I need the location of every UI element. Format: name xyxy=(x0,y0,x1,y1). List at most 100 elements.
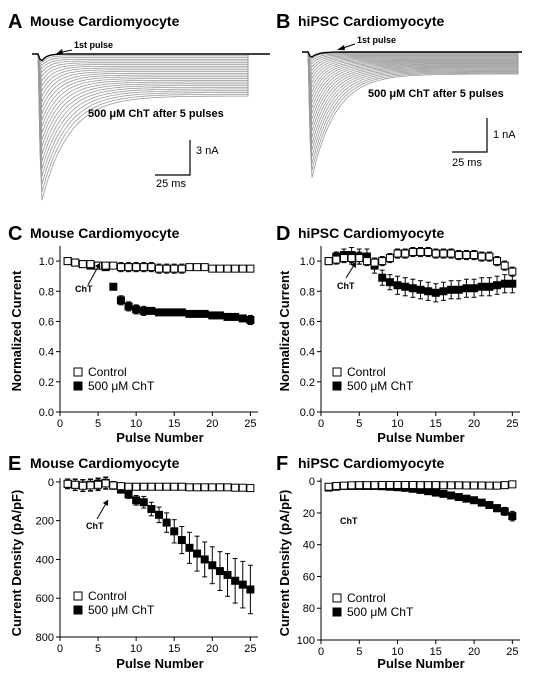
data-point xyxy=(454,251,463,260)
data-point xyxy=(215,311,224,320)
data-point xyxy=(485,282,494,291)
data-point xyxy=(339,481,348,490)
data-point xyxy=(162,264,171,273)
data-point xyxy=(170,264,179,273)
data-point xyxy=(116,482,125,491)
data-point xyxy=(447,285,456,294)
x-tick-label: 15 xyxy=(430,646,442,658)
data-point xyxy=(416,285,425,294)
panel-b: B hiPSC Cardiomyocyte 1st pulse 500 μM C… xyxy=(276,11,522,178)
scale-bar xyxy=(452,118,488,153)
data-point xyxy=(177,536,186,545)
current-trace xyxy=(32,53,270,193)
current-trace xyxy=(32,53,270,185)
y-tick-label: 40 xyxy=(303,540,315,552)
panel-letter: E xyxy=(8,453,21,475)
data-point xyxy=(508,512,517,521)
data-point xyxy=(116,263,125,272)
data-point xyxy=(324,482,333,491)
current-trace xyxy=(32,53,270,133)
panel-title: Mouse Cardiomyocyte xyxy=(30,455,180,471)
data-point xyxy=(208,311,217,320)
y-tick-label: 0.6 xyxy=(39,316,54,328)
y-tick-label: 600 xyxy=(36,593,54,605)
data-point xyxy=(155,482,163,491)
y-tick-label: 1.0 xyxy=(39,256,54,268)
data-point xyxy=(485,481,494,490)
legend-label: 500 μM ChT xyxy=(347,605,414,619)
data-point xyxy=(355,481,364,490)
data-point xyxy=(124,490,133,499)
data-point xyxy=(439,249,448,258)
y-tick-label: 100 xyxy=(297,635,315,647)
current-trace xyxy=(32,53,270,109)
panel-letter: C xyxy=(8,223,22,245)
data-point xyxy=(393,281,402,290)
data-point xyxy=(139,306,148,315)
data-point xyxy=(493,504,502,513)
data-point xyxy=(470,251,479,260)
data-point xyxy=(101,479,110,488)
legend-marker xyxy=(332,593,342,603)
x-axis-label: Pulse Number xyxy=(377,430,464,445)
data-point xyxy=(185,543,194,552)
current-trace xyxy=(32,53,270,140)
data-point xyxy=(416,481,425,490)
current-trace xyxy=(32,53,270,92)
legend-label: Control xyxy=(88,365,127,379)
data-point xyxy=(177,264,186,273)
current-trace xyxy=(32,53,270,169)
data-point xyxy=(231,483,240,492)
x-tick-label: 0 xyxy=(318,646,324,658)
current-trace xyxy=(302,51,522,75)
data-point xyxy=(332,255,341,264)
legend-marker xyxy=(332,607,342,617)
data-point xyxy=(132,496,141,505)
current-trace xyxy=(302,51,522,171)
data-point xyxy=(324,257,333,266)
current-trace xyxy=(302,51,522,151)
current-trace xyxy=(32,53,270,78)
x-tick-label: 0 xyxy=(318,418,324,430)
data-point xyxy=(370,481,379,490)
x-tick-label: 10 xyxy=(391,418,403,430)
data-point xyxy=(431,249,440,258)
panel-c: C Mouse Cardiomyocyte Normalized Current… xyxy=(8,223,258,445)
data-point xyxy=(500,279,509,288)
data-point xyxy=(385,278,394,287)
data-point xyxy=(477,481,486,490)
y-tick-label: 0.6 xyxy=(300,316,315,328)
current-trace xyxy=(302,51,522,94)
current-trace xyxy=(302,51,522,144)
x-tick-label: 20 xyxy=(206,418,218,430)
data-point xyxy=(193,263,202,272)
data-point xyxy=(215,483,224,492)
current-trace xyxy=(302,51,522,80)
panel-title: hiPSC Cardiomyocyte xyxy=(298,13,444,29)
data-point xyxy=(393,480,402,489)
data-point xyxy=(147,306,156,315)
data-point xyxy=(462,481,471,490)
scale-bar xyxy=(155,140,191,176)
y-axis-label: Current Density (pA/pF) xyxy=(9,490,24,637)
data-point xyxy=(231,264,240,273)
data-point xyxy=(200,555,209,564)
y-tick-label: 60 xyxy=(303,571,315,583)
x-tick-label: 0 xyxy=(57,418,63,430)
data-point xyxy=(147,482,156,491)
data-point xyxy=(238,264,247,273)
data-point xyxy=(177,482,186,491)
panel-a: A Mouse Cardiomyocyte 1st pulse 500 μM C… xyxy=(8,11,270,201)
data-point xyxy=(431,488,440,497)
data-point xyxy=(132,305,141,314)
data-point xyxy=(86,481,95,490)
data-point xyxy=(208,483,217,492)
data-point xyxy=(470,481,479,490)
y-tick-label: 80 xyxy=(303,603,315,615)
data-point xyxy=(116,296,125,305)
data-point xyxy=(208,264,217,273)
x-tick-label: 20 xyxy=(468,418,480,430)
legend-label: 500 μM ChT xyxy=(88,379,155,393)
